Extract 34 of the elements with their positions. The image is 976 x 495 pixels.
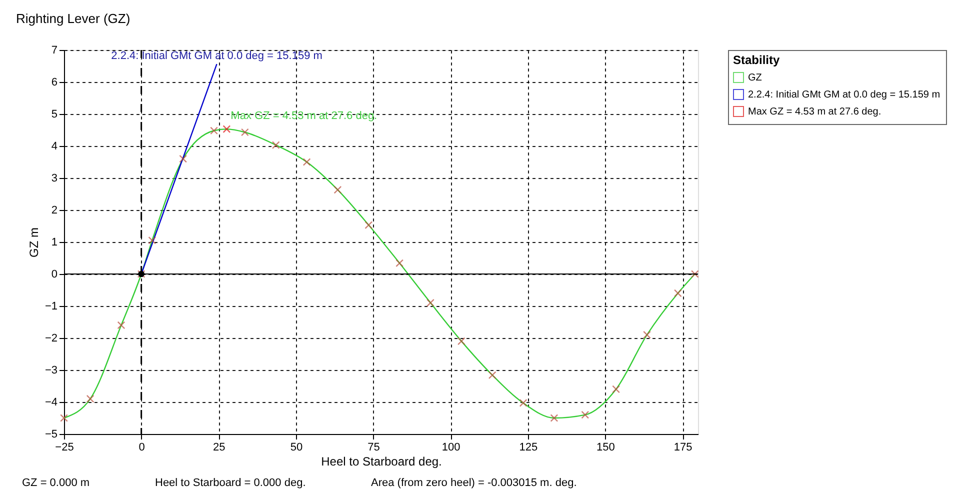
x-tick-label: 150 [596, 442, 615, 454]
legend-title: Stability [733, 53, 780, 67]
x-tick-label: −25 [55, 442, 74, 454]
x-tick-label: 0 [138, 442, 145, 454]
y-tick-label: −4 [44, 396, 58, 408]
x-tick-label: 50 [290, 442, 303, 454]
y-tick-label: 0 [51, 268, 58, 280]
y-tick-label: −5 [44, 428, 58, 440]
text: GZ = 0.000 m [22, 477, 90, 489]
y-tick-label: 7 [51, 44, 58, 56]
annotation: 2.2.4: Initial GMt GM at 0.0 deg = 15.159 m [111, 50, 322, 62]
y-tick-label: −2 [44, 332, 58, 344]
x-tick-label: 125 [519, 442, 538, 454]
text: Heel to Starboard = 0.000 deg. [155, 477, 306, 489]
chart-title: Righting Lever (GZ) [16, 11, 130, 26]
y-tick-label: −3 [44, 364, 58, 376]
y-tick-label: 3 [51, 172, 58, 184]
x-tick-label: 100 [442, 442, 460, 454]
x-tick-label: 25 [213, 442, 226, 454]
y-tick-label: 2 [51, 204, 58, 216]
x-tick-label: 75 [368, 442, 380, 454]
legend-label: 2.2.4: Initial GMt GM at 0.0 deg = 15.159 m [748, 90, 940, 100]
y-axis-title: GZ m [26, 228, 41, 258]
y-tick-label: 5 [51, 108, 58, 120]
y-tick-label: 4 [51, 140, 58, 152]
annotation: Max GZ = 4.53 m at 27.6 deg. [230, 110, 378, 122]
x-tick-label: 175 [674, 442, 692, 454]
y-tick-label: 6 [51, 76, 58, 88]
legend-label: GZ [748, 72, 762, 84]
text: Area (from zero heel) = -0.003015 m. deg. [371, 477, 577, 489]
legend-label: Max GZ = 4.53 m at 27.6 deg. [748, 106, 882, 118]
y-tick-label: −1 [44, 300, 58, 312]
x-axis-title: Heel to Starboard deg. [321, 454, 442, 468]
y-tick-label: 1 [51, 236, 58, 248]
